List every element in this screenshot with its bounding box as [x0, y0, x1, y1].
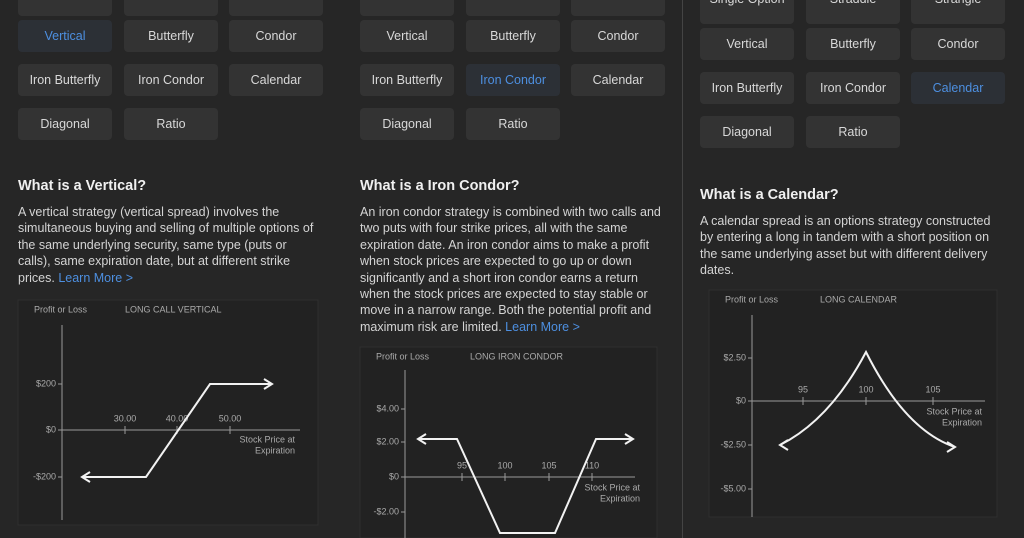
strategy-button[interactable]: Diagonal [700, 116, 794, 148]
arrow-head [778, 439, 789, 451]
y-axis-label: Profit or Loss [34, 304, 88, 314]
x-axis-label: Stock Price at [926, 406, 982, 416]
strategy-button[interactable]: Iron Butterfly [360, 64, 454, 96]
heading: What is a Calendar? [700, 187, 839, 203]
strategy-button[interactable] [124, 0, 218, 16]
learn-more-link[interactable]: Learn More > [58, 270, 134, 285]
diagram-box [708, 289, 998, 518]
strategy-button[interactable]: Iron Condor [466, 64, 560, 96]
strategy-button[interactable]: Iron Condor [124, 64, 218, 96]
diagram-box [359, 346, 658, 538]
strategy-button[interactable]: Single Option [700, 0, 794, 24]
strategy-button[interactable]: Butterfly [124, 20, 218, 52]
description: An iron condor strategy is combined with… [360, 204, 665, 335]
heading: What is a Vertical? [18, 178, 147, 194]
y-tick-label: $4.00 [376, 403, 399, 413]
diagram-title: LONG IRON CONDOR [470, 351, 564, 361]
strategy-button[interactable]: Strangle [911, 0, 1005, 24]
diagram-box [17, 299, 319, 526]
strategy-button[interactable]: Ratio [806, 116, 900, 148]
arrow-head [263, 378, 274, 390]
strategy-button[interactable]: Calendar [911, 72, 1005, 104]
x-tick-label: 105 [925, 384, 940, 394]
divider [682, 0, 683, 538]
strategy-button[interactable]: Calendar [229, 64, 323, 96]
x-tick-label: 30.00 [114, 413, 137, 423]
strategy-button[interactable] [18, 0, 112, 16]
heading: What is a Iron Condor? [360, 178, 520, 194]
strategy-button[interactable]: Condor [229, 20, 323, 52]
x-axis-label: Expiration [942, 417, 982, 427]
x-tick-label: 40.00 [166, 413, 189, 423]
strategy-button[interactable] [466, 0, 560, 16]
x-tick-label: 100 [858, 384, 873, 394]
x-axis-label: Expiration [600, 493, 640, 503]
strategy-button[interactable]: Diagonal [18, 108, 112, 140]
y-tick-label: -$2.00 [373, 506, 399, 516]
x-axis-label: Stock Price at [584, 482, 640, 492]
strategy-button[interactable] [571, 0, 665, 16]
learn-more-link[interactable]: Learn More > [505, 319, 580, 334]
x-tick-label: 95 [798, 384, 808, 394]
strategy-button[interactable]: Straddle [806, 0, 900, 24]
x-tick-label: 100 [497, 460, 512, 470]
y-tick-label: $2.50 [723, 352, 746, 362]
y-axis-label: Profit or Loss [376, 351, 430, 361]
y-tick-label: $0 [389, 471, 399, 481]
y-tick-label: $0 [736, 395, 746, 405]
description-text: An iron condor strategy is combined with… [360, 205, 661, 334]
strategy-button[interactable]: Condor [571, 20, 665, 52]
arrow-head [946, 441, 957, 453]
x-tick-label: 95 [457, 460, 467, 470]
strategy-button[interactable]: Calendar [571, 64, 665, 96]
strategy-button[interactable]: Vertical [360, 20, 454, 52]
strategy-button[interactable] [360, 0, 454, 16]
y-tick-label: -$2.50 [720, 439, 746, 449]
strategy-button[interactable]: Butterfly [806, 28, 900, 60]
diagram-title: LONG CALL VERTICAL [125, 304, 222, 314]
strategy-button[interactable]: Condor [911, 28, 1005, 60]
y-axis-label: Profit or Loss [725, 294, 779, 304]
strategy-button[interactable]: Diagonal [360, 108, 454, 140]
y-tick-label: $200 [36, 378, 56, 388]
strategy-button[interactable]: Vertical [700, 28, 794, 60]
y-tick-label: $0 [46, 424, 56, 434]
payoff-line [418, 438, 633, 534]
description-text: A vertical strategy (vertical spread) in… [18, 205, 314, 285]
description: A vertical strategy (vertical spread) in… [18, 204, 318, 286]
strategy-button[interactable] [229, 0, 323, 16]
diagram-title: LONG CALENDAR [820, 294, 898, 304]
y-tick-label: -$5.00 [720, 483, 746, 493]
arrow-head [80, 471, 91, 483]
strategy-button[interactable]: Iron Butterfly [700, 72, 794, 104]
y-tick-label: $2.00 [376, 436, 399, 446]
arrow-head [624, 433, 635, 445]
strategy-button[interactable]: Ratio [124, 108, 218, 140]
description: A calendar spread is an options strategy… [700, 213, 1005, 279]
payoff-line [779, 349, 956, 448]
description-text: A calendar spread is an options strategy… [700, 214, 991, 278]
strategy-button[interactable]: Ratio [466, 108, 560, 140]
x-tick-label: 110 [585, 460, 599, 470]
x-axis-label: Stock Price at [239, 434, 295, 444]
arrow-head [416, 433, 427, 445]
x-axis-label: Expiration [255, 445, 295, 455]
x-tick-label: 105 [541, 460, 556, 470]
strategy-button[interactable]: Iron Condor [806, 72, 900, 104]
strategy-button[interactable]: Butterfly [466, 20, 560, 52]
payoff-line [82, 383, 272, 478]
y-tick-label: -$200 [33, 471, 56, 481]
strategy-button[interactable]: Iron Butterfly [18, 64, 112, 96]
x-tick-label: 50.00 [219, 413, 242, 423]
strategy-button[interactable]: Vertical [18, 20, 112, 52]
